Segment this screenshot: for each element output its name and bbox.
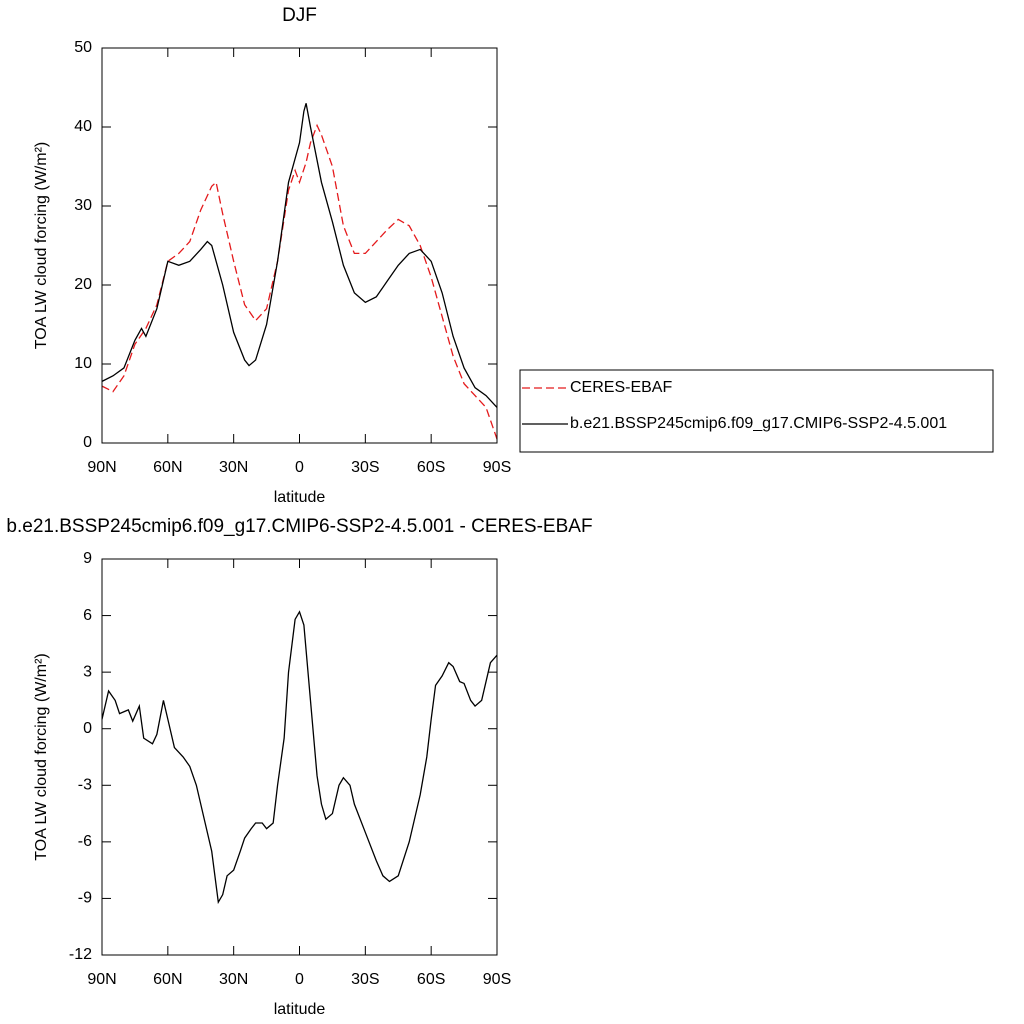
y-tick-label: -3 — [78, 777, 92, 794]
x-tick-label: 90N — [87, 459, 116, 476]
y-tick-label: 30 — [74, 197, 92, 214]
x-tick-label: 0 — [295, 459, 304, 476]
x-tick-label: 0 — [295, 971, 304, 988]
y-tick-label: 50 — [74, 39, 92, 56]
y-tick-label: -6 — [78, 833, 92, 850]
y-tick-label: 9 — [83, 550, 92, 567]
chart-title: b.e21.BSSP245cmip6.f09_g17.CMIP6-SSP2-4.… — [6, 516, 592, 537]
x-tick-label: 60N — [153, 459, 182, 476]
y-tick-label: 0 — [83, 720, 92, 737]
legend-box — [519, 369, 994, 453]
y-tick-label: 40 — [74, 118, 92, 135]
y-tick-label: 6 — [83, 607, 92, 624]
x-tick-label: 90N — [87, 971, 116, 988]
x-axis-label: latitude — [274, 1001, 326, 1018]
x-tick-label: 30S — [351, 459, 379, 476]
x-tick-label: 30N — [219, 971, 248, 988]
legend-label: CERES-EBAF — [570, 379, 672, 396]
x-axis-label: latitude — [274, 489, 326, 506]
y-tick-label: 3 — [83, 663, 92, 680]
y-tick-label: 10 — [74, 355, 92, 372]
x-tick-label: 30S — [351, 971, 379, 988]
plot-frame — [101, 47, 498, 444]
y-axis-label: TOA LW cloud forcing (W/m²) — [33, 142, 50, 349]
y-tick-label: 0 — [83, 434, 92, 451]
x-tick-label: 60N — [153, 971, 182, 988]
x-tick-label: 90S — [483, 971, 511, 988]
plot-frame — [101, 558, 498, 956]
y-axis-label: TOA LW cloud forcing (W/m²) — [33, 653, 50, 860]
y-tick-label: -12 — [69, 946, 92, 963]
x-tick-label: 90S — [483, 459, 511, 476]
y-tick-label: -9 — [78, 890, 92, 907]
x-tick-label: 60S — [417, 971, 445, 988]
legend-label: b.e21.BSSP245cmip6.f09_g17.CMIP6-SSP2-4.… — [570, 415, 947, 432]
line-series — [101, 103, 498, 408]
x-tick-label: 60S — [417, 459, 445, 476]
line-series — [101, 123, 498, 440]
chart-title: DJF — [282, 5, 317, 26]
line-series — [101, 610, 498, 905]
x-tick-label: 30N — [219, 459, 248, 476]
y-tick-label: 20 — [74, 276, 92, 293]
